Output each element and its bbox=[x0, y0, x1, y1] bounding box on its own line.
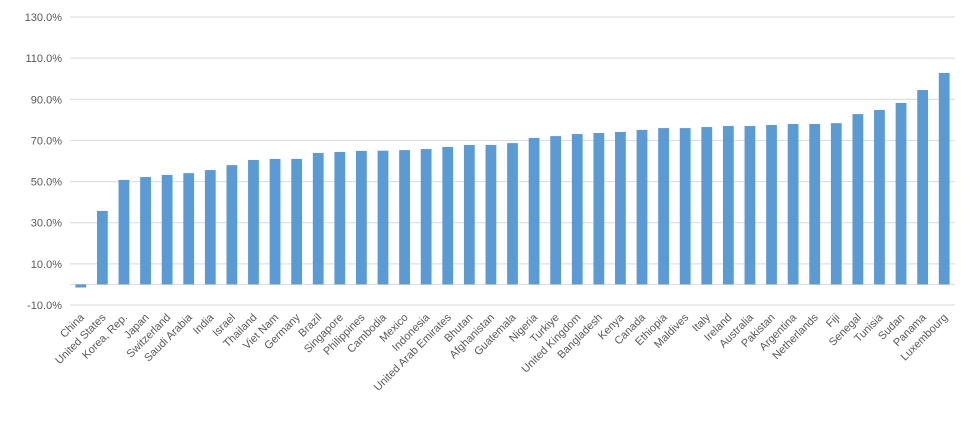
y-tick-label: 90.0% bbox=[31, 94, 62, 106]
bar bbox=[938, 72, 950, 285]
bar bbox=[248, 159, 259, 285]
bar bbox=[571, 134, 583, 285]
bar bbox=[722, 126, 734, 285]
bar bbox=[140, 177, 151, 285]
bar bbox=[334, 151, 346, 285]
y-tick-label: 30.0% bbox=[31, 218, 62, 230]
bar bbox=[507, 143, 518, 285]
bar bbox=[593, 133, 605, 285]
bar bbox=[895, 102, 907, 285]
bar bbox=[75, 284, 87, 288]
bar bbox=[917, 90, 929, 285]
bar bbox=[636, 129, 648, 285]
bar bbox=[377, 150, 389, 285]
bar bbox=[528, 137, 540, 285]
bar bbox=[787, 123, 799, 285]
y-tick-label: 70.0% bbox=[31, 135, 62, 147]
bar bbox=[161, 174, 173, 285]
bar bbox=[442, 147, 454, 285]
y-tick-label: -10.0% bbox=[27, 300, 62, 312]
bar bbox=[852, 114, 864, 285]
y-tick-label: 110.0% bbox=[26, 53, 63, 65]
bar bbox=[96, 210, 108, 285]
bar bbox=[356, 150, 367, 285]
bar bbox=[118, 179, 130, 285]
bar bbox=[463, 144, 475, 285]
bar bbox=[744, 126, 756, 285]
bar bbox=[615, 131, 626, 285]
bar bbox=[226, 165, 238, 285]
bar bbox=[658, 128, 669, 285]
bar bbox=[830, 123, 842, 285]
bar bbox=[204, 170, 216, 285]
bar bbox=[399, 150, 410, 285]
y-tick-label: 10.0% bbox=[31, 259, 62, 271]
bar bbox=[701, 127, 713, 285]
bar bbox=[809, 123, 821, 285]
bar bbox=[291, 158, 303, 285]
y-tick-label: 130.0% bbox=[25, 12, 63, 24]
bar bbox=[420, 149, 432, 285]
bar bbox=[269, 158, 281, 285]
bar bbox=[679, 128, 691, 285]
bar bbox=[485, 144, 497, 285]
bar bbox=[766, 125, 777, 285]
y-tick-label: 50.0% bbox=[31, 177, 62, 189]
bar bbox=[312, 152, 324, 285]
bar bbox=[550, 136, 562, 285]
bar bbox=[874, 109, 885, 285]
bar bbox=[183, 173, 195, 285]
